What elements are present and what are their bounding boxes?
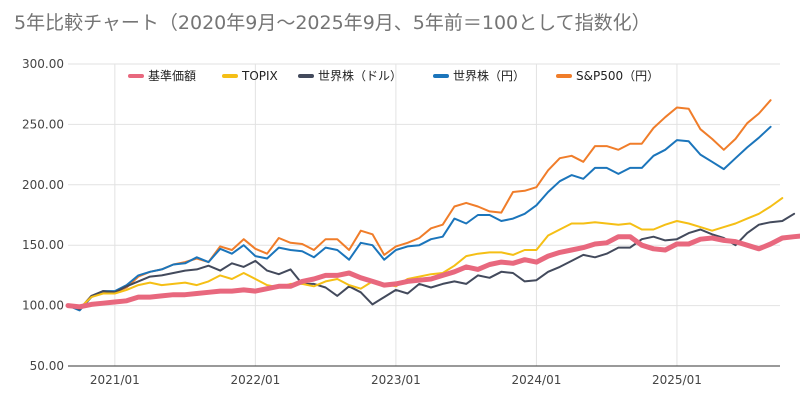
x-tick-label: 2022/01 [230,373,280,387]
legend: 基準価額 TOPIX 世界株（ドル） 世界株（円） S&P500（円） [128,68,659,83]
x-tick-label: 2021/01 [90,373,140,387]
y-tick-label: 100.00 [22,299,64,313]
legend-label: TOPIX [241,69,278,83]
series-line-1 [67,197,784,309]
series-line-3 [67,125,772,312]
x-tick-label: 2025/01 [652,373,702,387]
y-tick-label: 300.00 [22,57,64,71]
series-line-2 [67,212,796,311]
legend-label: 世界株（ドル） [318,68,402,83]
series-line-0 [65,233,800,310]
legend-label: 基準価額 [148,68,196,83]
x-tick-label: 2023/01 [371,373,421,387]
series-line-4 [67,99,772,311]
axes: 50.00 100.00 150.00 200.00 250.00 300.00 2021/… [22,57,780,387]
y-tick-label: 250.00 [22,117,64,131]
y-tick-label: 200.00 [22,178,64,192]
y-tick-label: 150.00 [22,238,64,252]
x-tick-label: 2024/01 [511,373,561,387]
chart-title: 5年比較チャート（2020年9月〜2025年9月、5年前＝100として指数化） [14,12,651,34]
series-lines [65,99,800,312]
y-tick-label: 50.00 [30,359,64,373]
legend-label: 世界株（円） [453,68,525,83]
legend-label: S&P500（円） [576,69,659,83]
